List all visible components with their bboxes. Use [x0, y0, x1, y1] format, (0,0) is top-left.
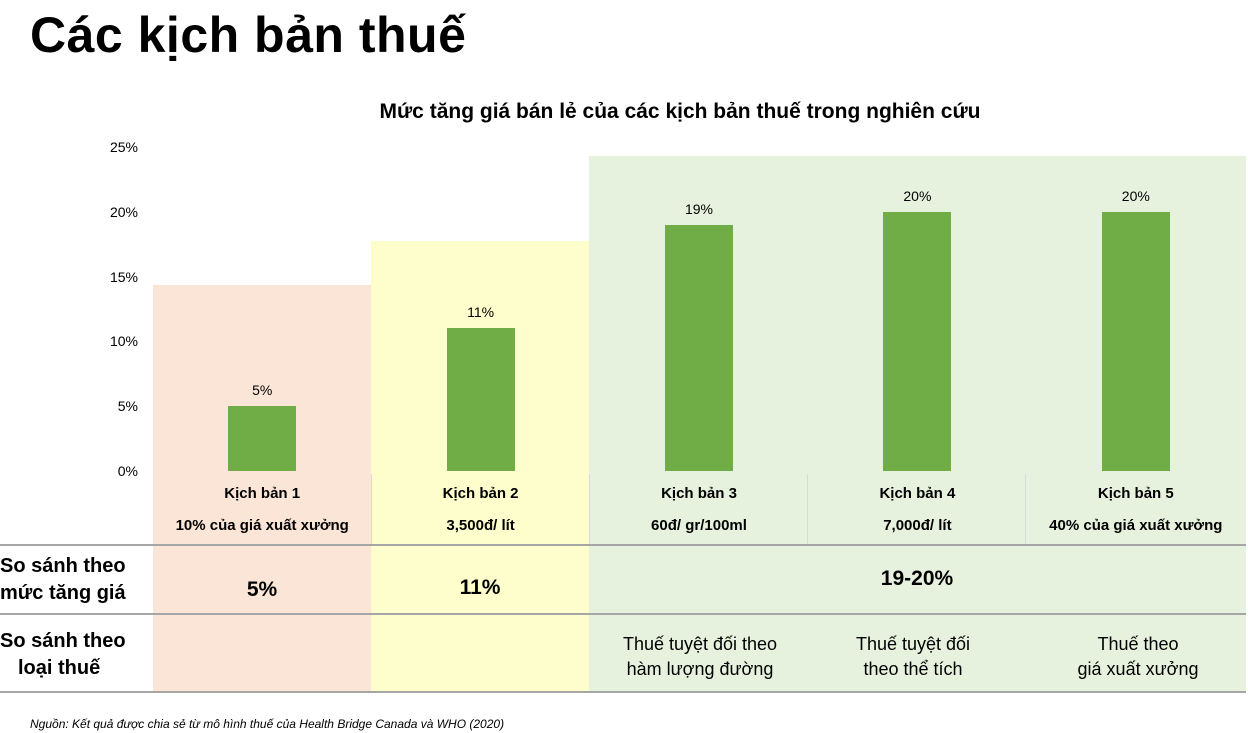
type-compare-scenario4-line2: theo thể tích	[863, 659, 963, 679]
category-tax-rate: 7,000đ/ lít	[883, 517, 952, 534]
category-tax-rate: 60đ/ gr/100ml	[651, 517, 747, 534]
bar-value-label: 19%	[684, 200, 714, 217]
type-row-heading: So sánh theo loại thuế	[0, 628, 126, 682]
page-title: Các kịch bản thuế	[30, 7, 467, 63]
y-tick-label: 10%	[109, 333, 138, 350]
type-compare-scenario4-line1: Thuế tuyệt đối	[855, 634, 971, 654]
y-tick-label: 25%	[109, 139, 138, 155]
type-compare-scenario3: Thuế tuyệt đối theo hàm lượng đường	[623, 632, 777, 682]
bar-value-label: 20%	[903, 187, 932, 204]
category-tax-rate: 40% của giá xuất xưởng	[1049, 517, 1223, 534]
type-compare-scenario3-line1: Thuế tuyệt đối theo	[622, 634, 778, 654]
type-compare-scenario3-line2: hàm lượng đường	[626, 659, 774, 679]
type-compare-scenario5-line2: giá xuất xưởng	[1077, 659, 1199, 679]
y-tick-label: 0%	[117, 463, 138, 479]
type-row-heading-line2: loại thuế	[18, 657, 101, 679]
bar-scenario-1	[228, 406, 297, 471]
bar-value-label: 5%	[252, 382, 273, 399]
category-label: Kịch bản 4	[879, 485, 956, 502]
y-tick-label: 5%	[117, 398, 138, 415]
axis-separator	[589, 474, 590, 544]
category-label: Kịch bản 5	[1097, 485, 1174, 502]
bar-scenario-3	[665, 224, 733, 471]
category-label: Kịch bản 2	[442, 485, 519, 502]
axis-separator	[1025, 474, 1026, 544]
scenario1-band	[153, 285, 371, 693]
bar-scenario-4	[883, 211, 952, 471]
category-label: Kịch bản 1	[224, 485, 301, 502]
price-row-heading: So sánh theo mức tăng giá	[0, 553, 126, 607]
type-compare-scenario5: Thuế theo giá xuất xưởng	[1078, 632, 1199, 682]
chart-title: Mức tăng giá bán lẻ của các kịch bản thu…	[379, 100, 981, 123]
bar-value-label: 20%	[1121, 187, 1150, 204]
type-row-heading-line1: So sánh theo	[0, 630, 126, 652]
price-compare-scenario1: 5%	[246, 578, 278, 601]
category-tax-rate: 3,500đ/ lít	[446, 517, 515, 534]
price-compare-scenario2: 11%	[459, 576, 501, 599]
type-compare-scenario4: Thuế tuyệt đối theo thể tích	[856, 632, 970, 682]
axis-separator	[371, 474, 372, 544]
category-tax-rate: 10% của giá xuất xưởng	[175, 517, 349, 534]
table-divider	[0, 691, 1246, 693]
price-row-heading-line2: mức tăng giá	[0, 582, 126, 604]
type-compare-scenario5-line1: Thuế theo	[1097, 634, 1179, 654]
y-tick-label: 20%	[109, 203, 138, 220]
category-label: Kịch bản 3	[661, 485, 737, 502]
source-note: Nguồn: Kết quả được chia sẻ từ mô hình t…	[30, 717, 505, 731]
bar-scenario-2	[446, 328, 515, 471]
table-divider	[0, 613, 1246, 615]
y-tick-label: 15%	[109, 268, 138, 285]
price-compare-scenario3-5: 19-20%	[880, 567, 954, 590]
price-row-heading-line1: So sánh theo	[0, 555, 126, 577]
bar-value-label: 11%	[467, 304, 495, 321]
axis-separator	[807, 474, 808, 544]
bar-scenario-5	[1101, 211, 1170, 471]
table-divider	[0, 544, 1246, 546]
